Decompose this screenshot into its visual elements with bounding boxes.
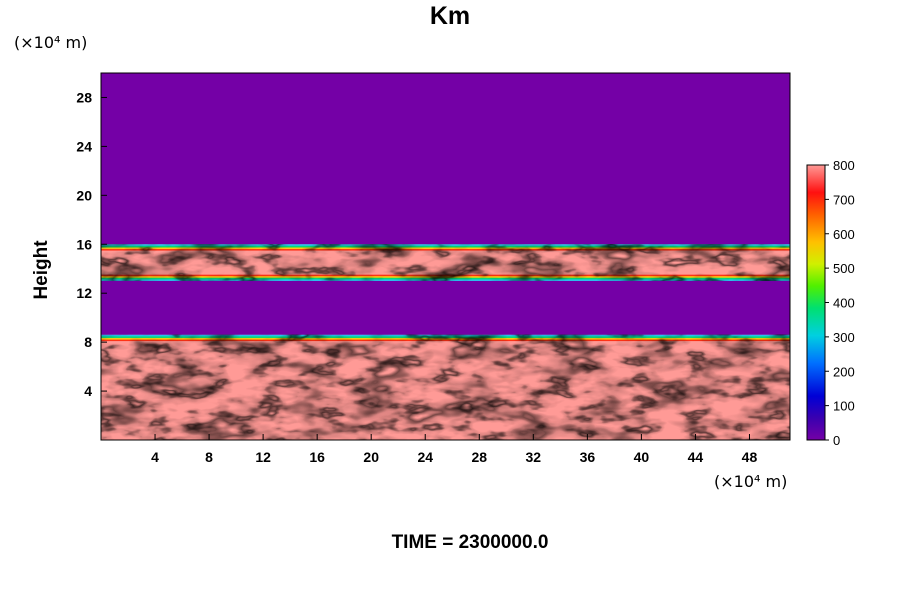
x-axis-unit: (×10⁴ m) [714,472,788,491]
x-tick-label: 12 [255,449,271,465]
y-tick-label: 20 [76,187,92,203]
x-tick-label: 8 [205,449,213,465]
x-tick-label: 4 [151,449,159,465]
x-tick-label: 16 [309,449,325,465]
colorbar-tick-label: 600 [833,227,855,242]
chart-title: Km [429,2,471,30]
x-tick-label: 40 [634,449,650,465]
y-tick-label: 12 [76,285,92,301]
x-tick-label: 32 [526,449,542,465]
x-tick-label: 28 [471,449,487,465]
colorbar-tick-label: 500 [833,261,855,276]
x-tick-label: 20 [363,449,379,465]
y-axis-unit: (×10⁴ m) [14,33,88,52]
plot-frame [100,72,791,441]
y-tick-label: 16 [76,236,92,252]
colorbar-tick-label: 800 [833,158,855,173]
colorbar-tick-label: 100 [833,399,855,414]
turbulence-texture [101,334,790,440]
colorbar-tick-label: 400 [833,296,855,311]
colorbar-tick-label: 0 [833,433,840,448]
colorbar [806,164,826,441]
colorbar-tick-label: 200 [833,364,855,379]
y-tick-label: 8 [84,334,92,350]
turbulence-texture [101,244,790,281]
y-tick-label: 4 [84,383,92,399]
x-tick-label: 44 [688,449,704,465]
colorbar-tick-label: 700 [833,192,855,207]
colorbar-tick-label: 300 [833,330,855,345]
x-tick-label: 24 [417,449,433,465]
y-tick-label: 24 [76,138,92,154]
time-label: TIME = 2300000.0 [391,532,549,553]
x-tick-label: 36 [580,449,596,465]
y-tick-label: 28 [76,89,92,105]
x-tick-label: 48 [742,449,758,465]
